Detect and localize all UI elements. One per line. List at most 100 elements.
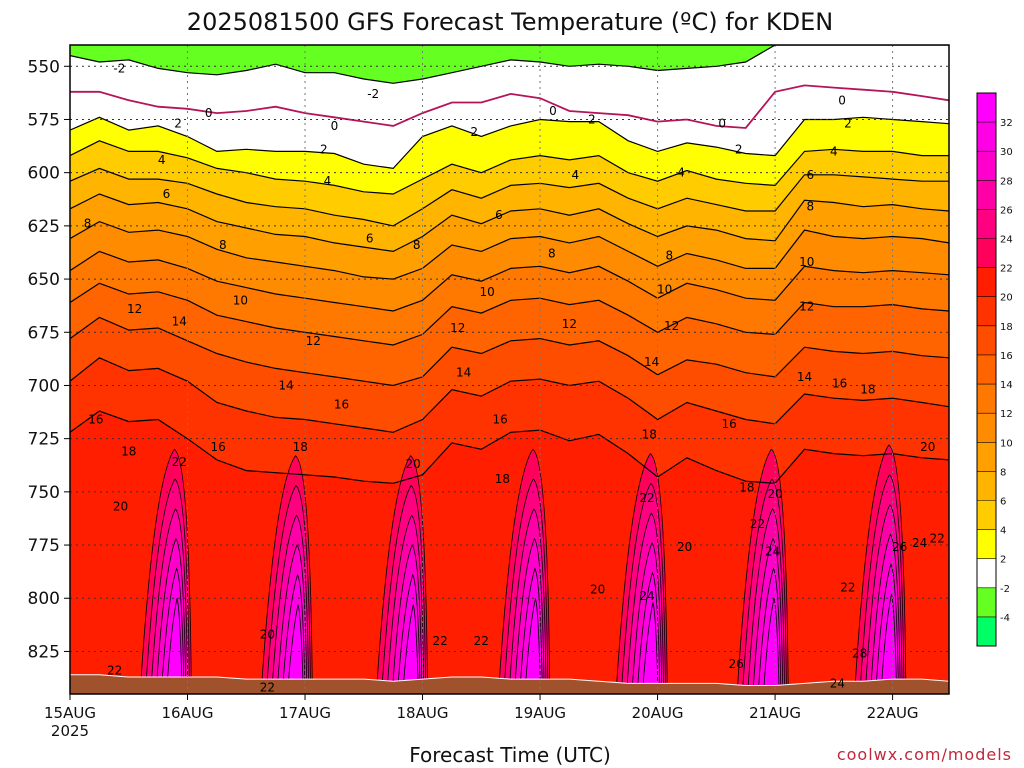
contour-label: 16 [334, 398, 349, 412]
contour-label: 22 [750, 517, 765, 531]
colorbar-label: 2 [1000, 555, 1006, 566]
contour-label: 6 [495, 208, 503, 222]
contour-label: 14 [172, 315, 187, 329]
colorbar: 32 30 28 26 24 22 20 18 16 14 12 10 8 6 4 2 -2 -4 [976, 92, 1013, 647]
contour-label: 0 [838, 93, 846, 107]
colorbar-swatch [977, 558, 996, 589]
x-tick-label: 21AUG [749, 704, 801, 722]
contour-label: 18 [121, 444, 136, 458]
contour-label: 20 [920, 440, 935, 454]
contour-label: 22 [260, 681, 275, 695]
colorbar-swatch [977, 500, 996, 531]
contour-label: 6 [806, 168, 814, 182]
contour-label: 2 [588, 113, 596, 127]
y-tick-label: 675 [28, 323, 60, 343]
contour-label: 2 [470, 125, 478, 139]
warm-pocket-32 [402, 604, 419, 688]
isotherm-0 [70, 84, 949, 129]
contour-label: 4 [158, 153, 166, 167]
contour-label: 24 [765, 544, 780, 558]
x-tick-label: 20AUG [632, 704, 684, 722]
contour-label: 10 [233, 293, 248, 307]
contour-label: 8 [219, 238, 227, 252]
contour-label: 10 [657, 283, 672, 297]
x-tick-label: 15AUG [44, 704, 96, 722]
warm-pocket-32 [166, 598, 183, 688]
contour-label: -2 [367, 87, 379, 101]
isotherm--2 [70, 45, 949, 84]
colorbar-label: 28 [1000, 176, 1013, 187]
contour-label: 12 [562, 317, 577, 331]
contour-label: 12 [799, 300, 814, 314]
colorbar-swatch [977, 354, 996, 385]
x-tick-label: 18AUG [397, 704, 449, 722]
terrain-layer [70, 674, 949, 694]
contour-label: 20 [590, 583, 605, 597]
colorbar-label: 24 [1000, 235, 1013, 246]
contour-label: 22 [639, 491, 654, 505]
colorbar-frame [976, 92, 997, 647]
warm-pocket-32 [763, 598, 780, 688]
contour-label: 4 [830, 144, 838, 158]
contour-label: 26 [729, 657, 744, 671]
x-tick-label: 19AUG [514, 704, 566, 722]
y-tick-label: 750 [28, 483, 60, 503]
contour-label: 6 [366, 232, 374, 246]
colorbar-label: 8 [1000, 467, 1006, 478]
contour-label: 2 [174, 117, 182, 131]
colorbar-label: 16 [1000, 351, 1013, 362]
x-tick-label: 22AUG [867, 704, 919, 722]
contour-label: 8 [806, 200, 814, 214]
warm-pocket-32 [642, 602, 659, 688]
colorbar-label: 4 [1000, 526, 1006, 537]
contour-label: 18 [293, 440, 308, 454]
y-tick-label: 800 [28, 589, 60, 609]
contour-label: 18 [642, 427, 657, 441]
contour-label: 24 [912, 536, 927, 550]
contour-label: 2 [844, 117, 852, 131]
contour-label: 20 [260, 627, 275, 641]
colorbar-label: -2 [1000, 584, 1010, 595]
y-tick-label: 650 [28, 270, 60, 290]
colorbar-swatch [977, 267, 996, 298]
colorbar-label: 32 [1000, 118, 1013, 129]
x-tick-year: 2025 [51, 722, 89, 740]
colorbar-label: -4 [1000, 613, 1010, 624]
credit-text: coolwx.com/models [837, 745, 1012, 764]
contour-label: 12 [450, 321, 465, 335]
x-axis-title: Forecast Time (UTC) [409, 743, 611, 767]
contour-label: 8 [548, 247, 556, 261]
contour-label: 22 [433, 634, 448, 648]
contour-label: 24 [639, 589, 654, 603]
colorbar-swatch [977, 209, 996, 240]
isotherm-14 [70, 282, 949, 346]
colorbar-swatch [977, 122, 996, 152]
colorbar-swatch [977, 471, 996, 501]
contour-label: 10 [480, 285, 495, 299]
contour-label: 8 [84, 217, 92, 231]
colorbar-swatch [977, 296, 996, 327]
isotherm-10 [70, 220, 949, 280]
isotherm-16 [70, 316, 949, 387]
contour-label: 8 [413, 238, 421, 252]
colorbar-swatch [977, 587, 996, 618]
chart-title: 2025081500 GFS Forecast Temperature (ºC)… [187, 8, 833, 36]
y-tick-label: 600 [28, 164, 60, 184]
contour-label: 0 [205, 106, 213, 120]
contour-label: 8 [665, 249, 673, 263]
contour-label: 22 [840, 581, 855, 595]
terrain-surface [70, 674, 949, 694]
grid-lines [70, 45, 949, 694]
isotherm-12 [70, 250, 949, 312]
colorbar-label: 6 [1000, 497, 1006, 508]
isotherm-6 [70, 167, 949, 227]
colorbar-swatch [977, 616, 996, 647]
y-tick-label: 825 [28, 642, 60, 662]
isotherm-8 [70, 193, 949, 253]
contour-label: 6 [163, 187, 171, 201]
x-tick-label: 17AUG [279, 704, 331, 722]
contour-label: 4 [324, 174, 332, 188]
